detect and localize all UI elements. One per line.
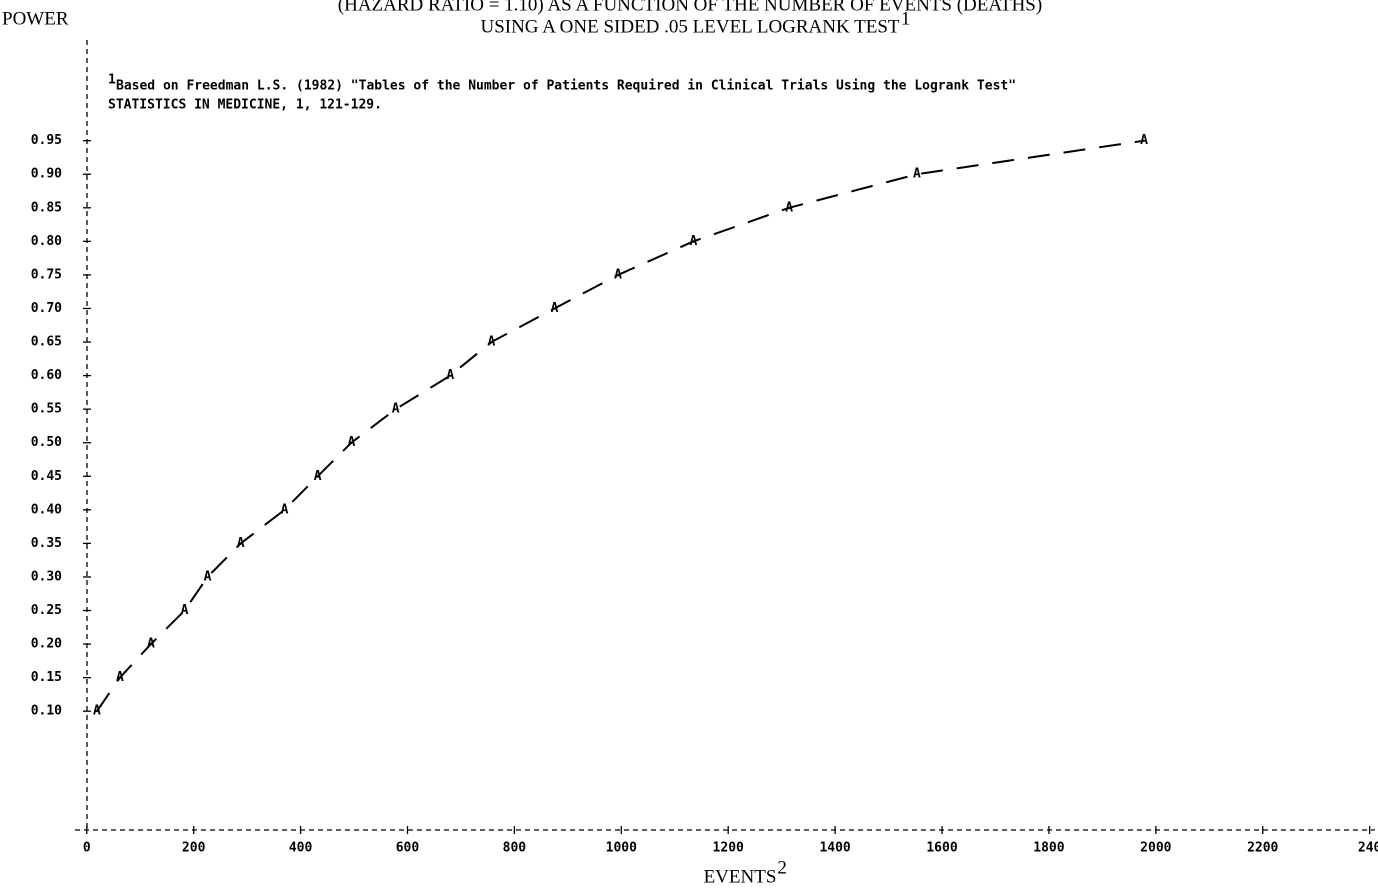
point-marker: A — [551, 301, 559, 316]
x-tick-label: 1800 — [1033, 841, 1064, 856]
point-marker: A — [785, 200, 793, 215]
point-marker: A — [487, 335, 495, 350]
chart-title: USING A ONE SIDED .05 LEVEL LOGRANK TEST — [480, 16, 899, 37]
footnote: Based on Freedman L.S. (1982) "Tables of… — [116, 79, 1016, 94]
y-tick-label: 0.85 — [31, 200, 62, 215]
y-tick-label: 0.90 — [31, 167, 62, 182]
x-tick-label: 600 — [396, 841, 420, 856]
point-marker: A — [392, 402, 400, 417]
x-tick-label: 400 — [289, 841, 313, 856]
x-tick-label: 1200 — [713, 841, 744, 856]
x-label-note-mark: 2 — [777, 857, 787, 878]
y-tick-label: 0.10 — [31, 704, 62, 719]
y-tick-label: 0.55 — [31, 402, 62, 417]
y-tick-label: 0.80 — [31, 234, 62, 249]
y-tick-label: 0.70 — [31, 301, 62, 316]
point-marker: A — [116, 670, 124, 685]
x-tick-label: 1000 — [606, 841, 637, 856]
x-tick-label: 200 — [182, 841, 206, 856]
x-tick-label: 800 — [503, 841, 527, 856]
point-marker: A — [446, 368, 454, 383]
point-marker: A — [690, 234, 698, 249]
y-tick-label: 0.60 — [31, 368, 62, 383]
point-marker: A — [237, 536, 245, 551]
chart-title: (HAZARD RATIO = 1.10) AS A FUNCTION OF T… — [338, 0, 1042, 15]
x-tick-label: 240 — [1358, 841, 1378, 856]
y-tick-label: 0.35 — [31, 536, 62, 551]
x-axis-label: EVENTS — [704, 866, 777, 887]
x-tick-label: 1600 — [926, 841, 957, 856]
y-tick-label: 0.75 — [31, 267, 62, 282]
y-tick-label: 0.15 — [31, 670, 62, 685]
y-axis-label: POWER — [2, 8, 69, 29]
point-marker: A — [314, 469, 322, 484]
point-marker: A — [93, 704, 101, 719]
y-tick-label: 0.45 — [31, 469, 62, 484]
point-marker: A — [204, 569, 212, 584]
x-tick-label: 0 — [83, 841, 91, 856]
y-tick-label: 0.20 — [31, 637, 62, 652]
x-tick-label: 2000 — [1140, 841, 1171, 856]
x-tick-label: 2200 — [1247, 841, 1278, 856]
title-note-mark: 1 — [901, 8, 911, 29]
point-marker: A — [181, 603, 189, 618]
x-tick-label: 1400 — [819, 841, 850, 856]
point-marker: A — [147, 637, 155, 652]
point-marker: A — [913, 167, 921, 182]
point-marker: A — [1140, 133, 1148, 148]
y-tick-label: 0.50 — [31, 435, 62, 450]
point-marker: A — [281, 502, 289, 517]
footnote-mark: 1 — [108, 73, 116, 88]
y-tick-label: 0.30 — [31, 569, 62, 584]
y-tick-label: 0.40 — [31, 502, 62, 517]
point-marker: A — [614, 267, 622, 282]
y-tick-label: 0.65 — [31, 335, 62, 350]
y-tick-label: 0.25 — [31, 603, 62, 618]
y-tick-label: 0.95 — [31, 133, 62, 148]
point-marker: A — [347, 435, 355, 450]
curve — [96, 139, 1145, 712]
footnote: STATISTICS IN MEDICINE, 1, 121-129. — [108, 98, 382, 113]
